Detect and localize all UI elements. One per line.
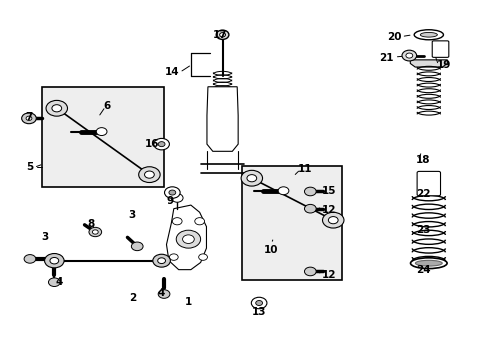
Circle shape bbox=[255, 301, 262, 306]
Text: 7: 7 bbox=[25, 112, 33, 122]
Circle shape bbox=[158, 290, 169, 298]
Text: 4: 4 bbox=[56, 277, 63, 287]
Text: 1: 1 bbox=[184, 297, 192, 307]
Circle shape bbox=[328, 217, 337, 224]
Circle shape bbox=[158, 141, 164, 147]
Circle shape bbox=[96, 128, 107, 135]
Circle shape bbox=[246, 175, 256, 182]
Text: 22: 22 bbox=[415, 189, 430, 199]
Text: 17: 17 bbox=[212, 30, 227, 40]
Text: 14: 14 bbox=[164, 67, 179, 77]
Circle shape bbox=[158, 258, 165, 264]
Circle shape bbox=[50, 257, 59, 264]
Circle shape bbox=[48, 278, 60, 287]
Circle shape bbox=[401, 50, 416, 61]
Circle shape bbox=[198, 254, 207, 260]
Text: 2: 2 bbox=[128, 293, 136, 303]
Circle shape bbox=[164, 187, 180, 198]
Circle shape bbox=[172, 218, 182, 225]
Text: 16: 16 bbox=[144, 139, 159, 149]
Text: 8: 8 bbox=[87, 220, 94, 229]
Circle shape bbox=[168, 190, 175, 195]
Text: 6: 6 bbox=[103, 102, 110, 112]
Bar bbox=[242, 166, 341, 280]
Polygon shape bbox=[206, 87, 238, 151]
Circle shape bbox=[44, 253, 64, 268]
Circle shape bbox=[153, 254, 170, 267]
Circle shape bbox=[278, 187, 288, 195]
Text: 15: 15 bbox=[321, 186, 335, 196]
Circle shape bbox=[304, 187, 316, 196]
Text: 23: 23 bbox=[415, 225, 430, 235]
Ellipse shape bbox=[410, 258, 446, 269]
Text: 24: 24 bbox=[415, 265, 430, 275]
Text: 19: 19 bbox=[436, 60, 450, 70]
Circle shape bbox=[26, 116, 32, 121]
Text: 3: 3 bbox=[128, 211, 136, 220]
Circle shape bbox=[405, 53, 412, 58]
Circle shape bbox=[176, 230, 200, 248]
Text: 18: 18 bbox=[415, 155, 430, 165]
Polygon shape bbox=[166, 205, 206, 270]
Circle shape bbox=[251, 297, 266, 309]
FancyBboxPatch shape bbox=[431, 41, 448, 57]
Circle shape bbox=[52, 105, 61, 112]
Text: 10: 10 bbox=[264, 244, 278, 255]
Circle shape bbox=[92, 230, 98, 234]
Circle shape bbox=[21, 113, 36, 124]
Circle shape bbox=[144, 171, 154, 178]
Ellipse shape bbox=[413, 30, 443, 40]
Circle shape bbox=[216, 30, 228, 40]
Circle shape bbox=[182, 235, 194, 243]
Circle shape bbox=[304, 267, 316, 276]
Text: 5: 5 bbox=[26, 162, 34, 172]
Text: 9: 9 bbox=[166, 196, 174, 206]
Ellipse shape bbox=[415, 260, 441, 266]
Circle shape bbox=[241, 170, 262, 186]
Circle shape bbox=[219, 33, 225, 37]
Circle shape bbox=[154, 138, 169, 150]
Ellipse shape bbox=[419, 32, 436, 37]
Text: 13: 13 bbox=[251, 307, 266, 317]
Text: 21: 21 bbox=[378, 53, 392, 63]
Circle shape bbox=[304, 204, 316, 213]
Circle shape bbox=[322, 212, 343, 228]
Text: 20: 20 bbox=[386, 32, 401, 41]
Circle shape bbox=[194, 218, 204, 225]
Text: 11: 11 bbox=[298, 164, 312, 174]
Circle shape bbox=[169, 254, 178, 260]
Text: 12: 12 bbox=[321, 270, 335, 280]
Text: 4: 4 bbox=[158, 288, 165, 298]
Bar bbox=[42, 87, 163, 187]
FancyBboxPatch shape bbox=[416, 171, 440, 196]
Circle shape bbox=[89, 227, 102, 237]
Circle shape bbox=[46, 100, 67, 116]
Circle shape bbox=[131, 242, 143, 251]
Text: 12: 12 bbox=[321, 206, 335, 216]
Circle shape bbox=[24, 255, 36, 263]
Polygon shape bbox=[409, 60, 447, 67]
Text: 3: 3 bbox=[41, 232, 48, 242]
Circle shape bbox=[171, 194, 183, 202]
Circle shape bbox=[139, 167, 160, 183]
